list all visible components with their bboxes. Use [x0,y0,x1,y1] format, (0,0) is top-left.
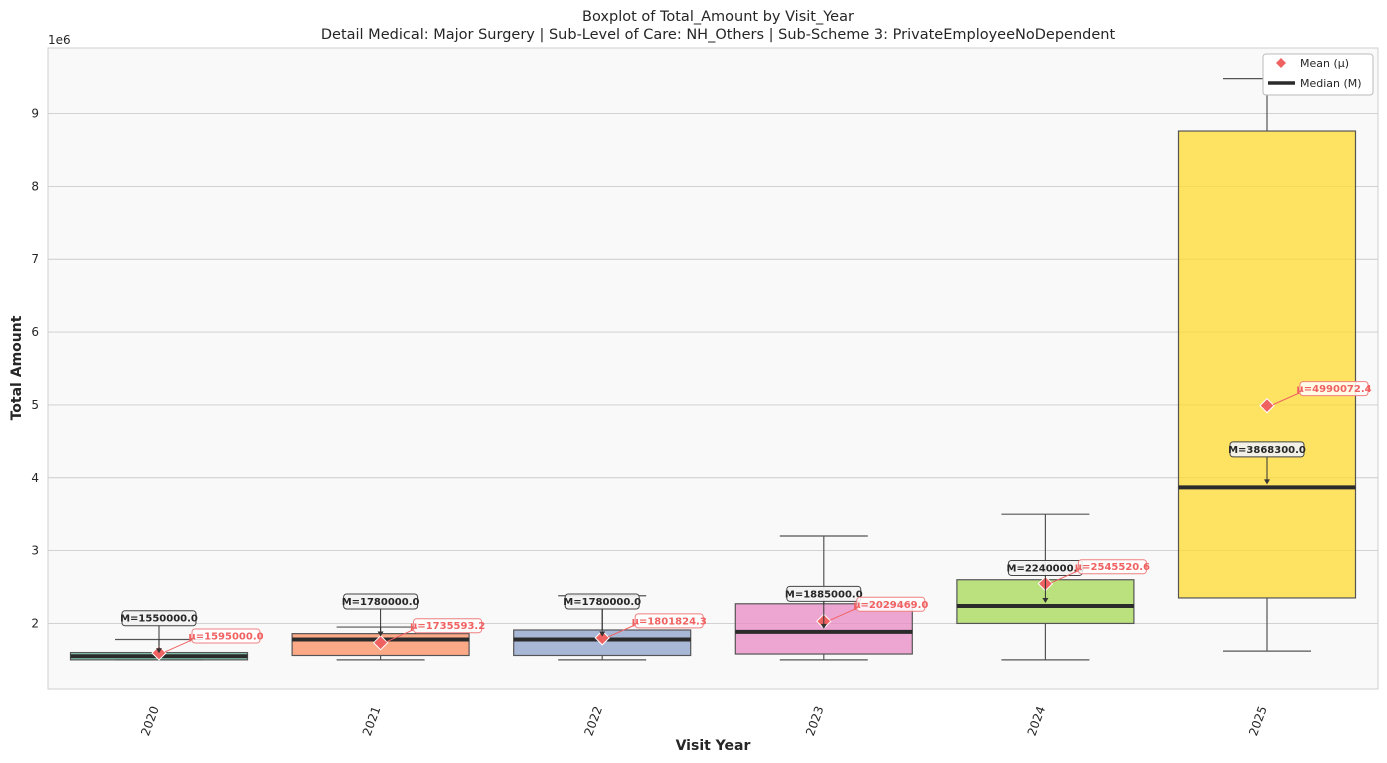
y-axis-label: Total Amount [9,315,25,420]
iqr-box [1177,130,1357,599]
mean-label: μ=2029469.0 [853,600,928,611]
mean-arrow [386,629,414,643]
mean-label: μ=1801824.3 [632,616,707,627]
median-arrowhead [1264,479,1270,485]
legend-mean-label: Mean (μ) [1300,57,1349,70]
mean-label-box [1077,559,1147,575]
median-arrowhead [377,631,384,637]
y-offset-label: 1e6 [48,33,71,47]
y-tick-label: 7 [31,252,39,266]
median-arrowhead [156,648,162,654]
x-tick-label: 2022 [581,704,605,737]
mean-arrow [164,639,193,653]
chart-title: Boxplot of Total_Amount by Visit_Year [582,9,854,25]
median-label: M=3868300.0 [1228,445,1306,456]
y-axis-ticks: 2 3 4 5 6 7 8 9 [31,107,39,631]
median-label: M=1780000.0 [342,597,420,608]
mean-label: μ=1595000.0 [188,631,263,642]
y-tick-label: 9 [31,107,39,121]
mean-arrow [607,624,636,638]
box-2025 [1177,77,1357,652]
x-axis-label: Visit Year [676,738,751,754]
y-tick-label: 4 [31,471,39,485]
legend-mean-marker [1276,58,1286,68]
mean-label-box [1299,381,1369,397]
x-tick-label: 2024 [1025,704,1049,737]
x-axis-ticks: 2020 2021 2022 2023 2024 2025 [138,704,1270,737]
grid-lines [48,113,1378,624]
median-label: M=1780000.0 [563,597,641,608]
mean-arrow [829,607,858,621]
legend: Mean (μ) Median (M) [1262,53,1374,96]
median-arrowhead [1042,597,1049,603]
legend-median-label: Median (M) [1300,77,1362,90]
mean-marker [1259,397,1275,414]
y-tick-label: 2 [31,616,39,630]
x-tick-label: 2021 [360,704,384,737]
mean-label-box [413,618,483,634]
y-tick-label: 5 [31,398,39,412]
y-tick-label: 3 [31,544,39,558]
chart-subtitle: Detail Medical: Major Surgery | Sub-Leve… [321,27,1116,43]
median-label: M=2240000.0 [1007,563,1085,574]
annotation-layer: M=1550000.0 μ=1595000.0 M=1780000.0 μ=17355… [120,381,1372,654]
mean-arrow [1051,570,1079,584]
mean-label: μ=2545520.6 [1075,562,1150,573]
median-label: M=1550000.0 [120,614,198,625]
y-tick-label: 6 [31,325,39,339]
box-2021 [291,626,470,661]
mean-label-box [634,613,704,629]
median-arrowhead [599,631,606,637]
median-label: M=1885000.0 [785,589,863,600]
box-layer [69,77,1357,661]
y-tick-label: 8 [31,179,39,193]
mean-label: μ=4990072.4 [1296,384,1371,395]
mean-arrow [1272,392,1301,406]
mean-label: μ=1735593.2 [410,621,485,632]
x-tick-label: 2020 [138,704,162,737]
plot-area [47,47,1379,690]
mean-label-box [191,628,261,644]
mean-marker [594,630,610,646]
x-tick-label: 2025 [1246,704,1270,737]
x-tick-label: 2023 [803,704,827,737]
mean-marker [372,634,389,651]
mean-label-box [856,596,926,612]
median-arrowhead [820,623,827,629]
